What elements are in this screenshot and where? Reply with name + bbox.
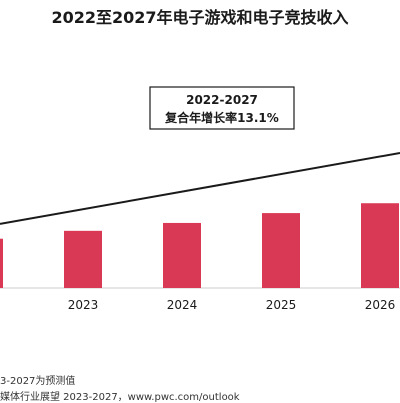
bar-2026 [361,203,399,288]
bar-2022 [0,238,3,288]
bar-2023 [64,230,102,288]
footnote-source: 媒体行业展望 2023-2027，www.pwc.com/outlook [0,392,240,403]
trend-line [0,151,400,225]
x-tick-label: 2024 [167,298,198,312]
bar-2025 [262,213,300,288]
chart-title: 2022至2027年电子游戏和电子竞技收入 [51,8,349,27]
cagr-label-rate: 复合年增长率13.1% [164,110,279,125]
x-tick-label: 2026 [365,298,396,312]
cagr-annotation: 2022-2027 复合年增长率13.1% [149,86,295,130]
x-tick-label: 2025 [266,298,297,312]
footnote-forecast: 3-2027为预测值 [0,376,76,387]
cagr-box [149,86,295,130]
cagr-label-years: 2022-2027 [186,93,258,107]
x-tick-label: 2023 [68,298,99,312]
bar-2024 [163,222,201,288]
